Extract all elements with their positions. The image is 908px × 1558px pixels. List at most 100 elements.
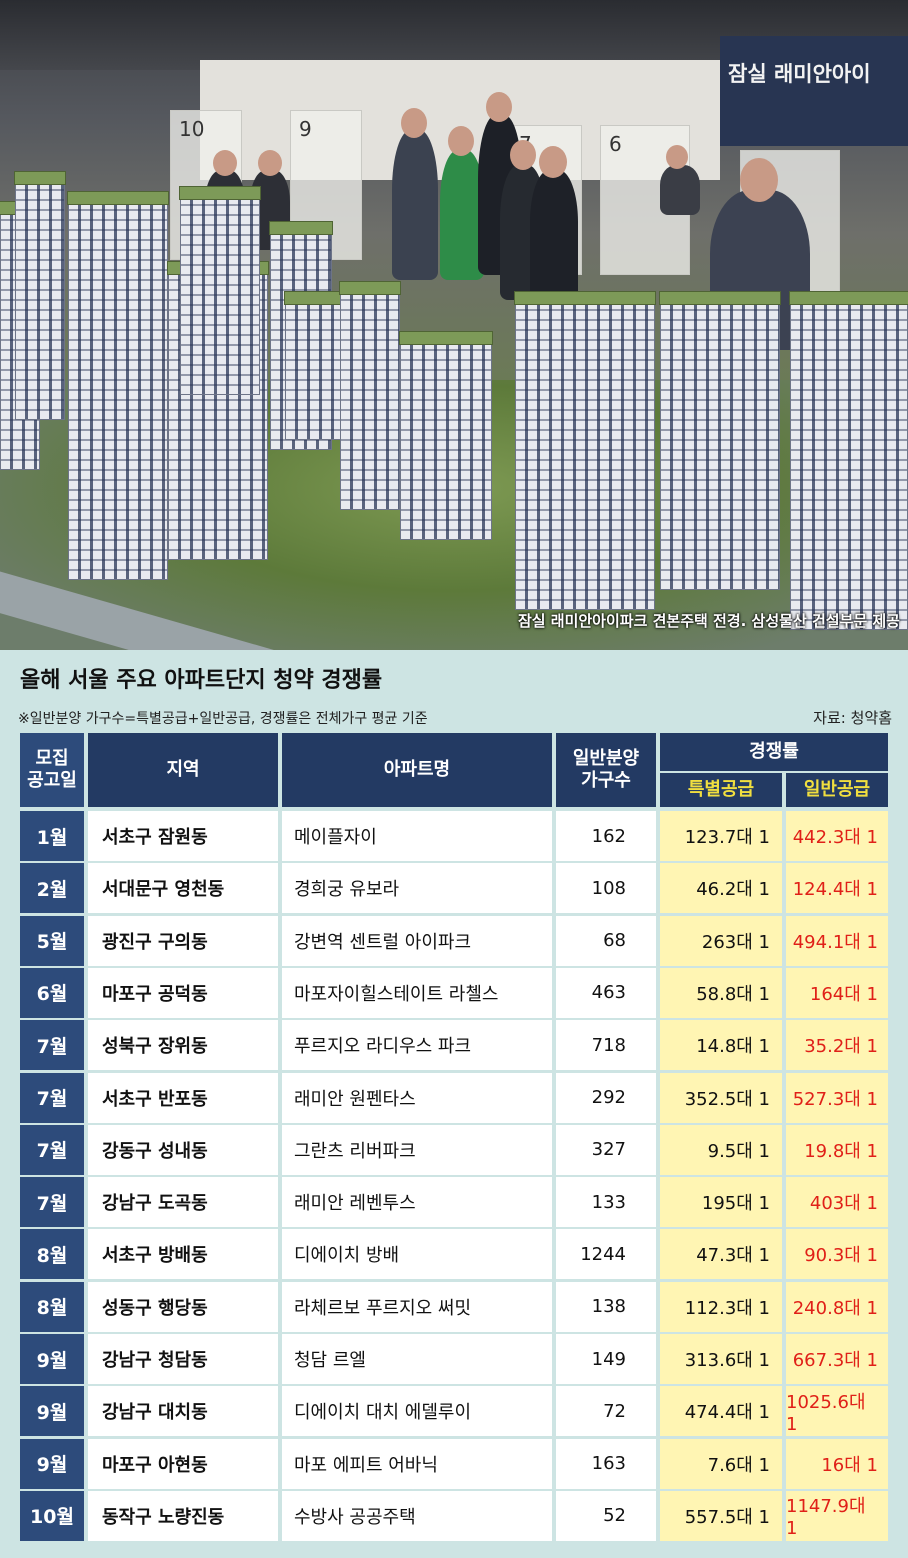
header-month: 모집 공고일	[20, 733, 84, 807]
row-apartment: 마포 에피트 어바닉	[282, 1438, 552, 1489]
header-general: 일반공급	[786, 773, 888, 807]
row-households: 327	[556, 1124, 656, 1175]
header-area: 지역	[88, 733, 278, 807]
row-special-ratio: 313.6대 1	[660, 1334, 782, 1384]
row-area: 광진구 구의동	[88, 915, 278, 966]
visitor	[530, 170, 578, 300]
row-apartment: 디에이치 대치 에델루이	[282, 1386, 552, 1437]
table-row: 6월 마포구 공덕동 마포자이힐스테이트 라첼스 463 58.8대 1 164대 1	[20, 967, 888, 1018]
visitor	[440, 150, 484, 280]
row-general-ratio: 16대 1	[786, 1438, 888, 1489]
sign-text: 잠실 래미안아이	[728, 62, 871, 86]
table-row: 9월 마포구 아현동 마포 에피트 어바닉 163 7.6대 1 16대 1	[20, 1438, 888, 1489]
row-general-ratio: 240.8대 1	[786, 1281, 888, 1332]
visitor-head	[740, 158, 778, 202]
visitor-head	[539, 146, 567, 178]
row-special-ratio: 46.2대 1	[660, 863, 782, 914]
header-households: 일반분양 가구수	[556, 733, 656, 807]
row-households: 138	[556, 1281, 656, 1332]
row-apartment: 래미안 원펜타스	[282, 1072, 552, 1123]
row-special-ratio: 263대 1	[660, 915, 782, 966]
header-apt: 아파트명	[282, 733, 552, 807]
sign-panel	[720, 36, 908, 146]
row-apartment: 그란츠 리버파크	[282, 1124, 552, 1175]
visitor-head	[486, 92, 512, 122]
model-tower	[179, 186, 261, 395]
row-apartment: 메이플자이	[282, 811, 552, 861]
model-tower	[514, 291, 656, 610]
row-general-ratio: 403대 1	[786, 1177, 888, 1228]
row-area: 서초구 잠원동	[88, 811, 278, 861]
row-households: 162	[556, 811, 656, 861]
row-general-ratio: 164대 1	[786, 967, 888, 1018]
table-row: 7월 강동구 성내동 그란츠 리버파크 327 9.5대 1 19.8대 1	[20, 1124, 888, 1175]
row-households: 463	[556, 967, 656, 1018]
row-general-ratio: 124.4대 1	[786, 863, 888, 914]
row-special-ratio: 112.3대 1	[660, 1281, 782, 1332]
row-area: 강남구 도곡동	[88, 1177, 278, 1228]
model-tower	[399, 331, 493, 540]
visitor-head	[401, 108, 427, 138]
table-row: 7월 서초구 반포동 래미안 원펜타스 292 352.5대 1 527.3대 1	[20, 1072, 888, 1123]
row-households: 1244	[556, 1229, 656, 1280]
table-row: 7월 강남구 도곡동 래미안 레벤투스 133 195대 1 403대 1	[20, 1177, 888, 1228]
visitor-head	[258, 150, 282, 176]
model-tower	[789, 291, 908, 630]
row-month: 9월	[20, 1438, 84, 1489]
row-special-ratio: 14.8대 1	[660, 1020, 782, 1071]
row-month: 6월	[20, 967, 84, 1018]
row-month: 9월	[20, 1386, 84, 1437]
row-households: 72	[556, 1386, 656, 1437]
model-tower	[659, 291, 781, 590]
row-area: 동작구 노량진동	[88, 1490, 278, 1541]
row-apartment: 수방사 공공주택	[282, 1490, 552, 1541]
row-area: 강동구 성내동	[88, 1124, 278, 1175]
row-households: 149	[556, 1334, 656, 1384]
row-special-ratio: 352.5대 1	[660, 1072, 782, 1123]
row-month: 9월	[20, 1334, 84, 1384]
row-special-ratio: 58.8대 1	[660, 967, 782, 1018]
table-row: 9월 강남구 청담동 청담 르엘 149 313.6대 1 667.3대 1	[20, 1334, 888, 1384]
visitor-head	[510, 140, 536, 170]
row-special-ratio: 474.4대 1	[660, 1386, 782, 1437]
table-source: 자료: 청약홈	[813, 709, 892, 727]
model-tower	[284, 291, 346, 440]
table-row: 5월 광진구 구의동 강변역 센트럴 아이파크 68 263대 1 494.1대 1	[20, 915, 888, 966]
row-area: 강남구 대치동	[88, 1386, 278, 1437]
row-apartment: 강변역 센트럴 아이파크	[282, 915, 552, 966]
model-tower	[67, 191, 169, 580]
row-month: 10월	[20, 1490, 84, 1541]
row-apartment: 마포자이힐스테이트 라첼스	[282, 967, 552, 1018]
row-special-ratio: 9.5대 1	[660, 1124, 782, 1175]
visitor-head	[213, 150, 237, 176]
row-households: 718	[556, 1020, 656, 1071]
header-ratio: 경쟁률	[660, 733, 888, 771]
row-apartment: 푸르지오 라디우스 파크	[282, 1020, 552, 1071]
table-row: 8월 서초구 방배동 디에이치 방배 1244 47.3대 1 90.3대 1	[20, 1229, 888, 1280]
visitor	[660, 165, 700, 215]
row-area: 마포구 공덕동	[88, 967, 278, 1018]
row-households: 108	[556, 863, 656, 914]
row-general-ratio: 35.2대 1	[786, 1020, 888, 1071]
table-row: 8월 성동구 행당동 라체르보 푸르지오 써밋 138 112.3대 1 240.8대 1	[20, 1281, 888, 1332]
row-households: 133	[556, 1177, 656, 1228]
row-general-ratio: 667.3대 1	[786, 1334, 888, 1384]
row-month: 8월	[20, 1281, 84, 1332]
row-area: 마포구 아현동	[88, 1438, 278, 1489]
row-households: 68	[556, 915, 656, 966]
row-special-ratio: 123.7대 1	[660, 811, 782, 861]
photo-caption: 잠실 래미안아이파크 견본주택 전경. 삼성물산 건설부문 제공	[517, 612, 900, 630]
row-general-ratio: 494.1대 1	[786, 915, 888, 966]
row-month: 7월	[20, 1072, 84, 1123]
row-area: 성북구 장위동	[88, 1020, 278, 1071]
table-row: 2월 서대문구 영천동 경희궁 유보라 108 46.2대 1 124.4대 1	[20, 863, 888, 914]
row-general-ratio: 442.3대 1	[786, 811, 888, 861]
table-header: 모집 공고일 지역 아파트명 일반분양 가구수 경쟁률 특별공급 일반공급	[20, 733, 888, 807]
row-apartment: 청담 르엘	[282, 1334, 552, 1384]
row-apartment: 경희궁 유보라	[282, 863, 552, 914]
table-row: 1월 서초구 잠원동 메이플자이 162 123.7대 1 442.3대 1	[20, 811, 888, 861]
row-special-ratio: 47.3대 1	[660, 1229, 782, 1280]
row-area: 강남구 청담동	[88, 1334, 278, 1384]
visitor-head	[448, 126, 474, 156]
row-apartment: 디에이치 방배	[282, 1229, 552, 1280]
